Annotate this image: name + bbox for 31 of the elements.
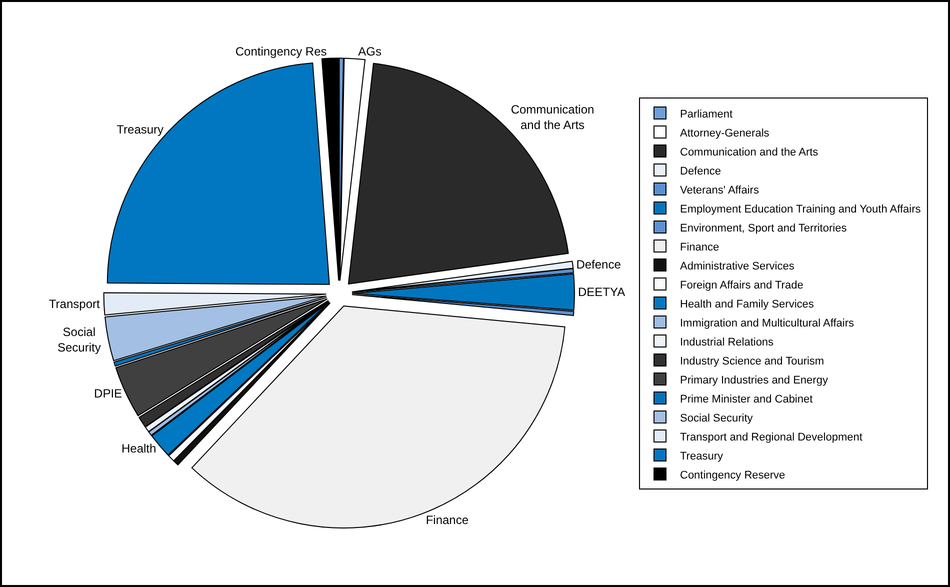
legend-label: Treasury xyxy=(680,450,724,462)
legend-label: Industry Science and Tourism xyxy=(680,355,824,368)
data-label: Social Security xyxy=(57,324,101,354)
data-label: Transport xyxy=(48,296,100,311)
legend-label: Primary Industries and Energy xyxy=(680,374,828,386)
data-label: Communication and the Arts xyxy=(510,102,594,132)
legend-label: Transport and Regional Development xyxy=(680,431,862,444)
data-label: Health xyxy=(121,442,156,456)
legend-label: Social Security xyxy=(680,412,754,424)
legend-label: Administrative Services xyxy=(680,260,795,272)
legend-label: Foreign Affairs and Trade xyxy=(680,279,804,292)
legend-label: Finance xyxy=(680,241,720,254)
legend-label: Veterans' Affairs xyxy=(680,184,760,196)
legend-label: Health and Family Services xyxy=(680,298,814,310)
data-label: DPIE xyxy=(94,386,122,401)
data-label: Treasury xyxy=(116,122,164,137)
legend-label: Attorney-Generals xyxy=(680,127,770,140)
legend-label: Defence xyxy=(680,165,721,178)
legend-label: Prime Minister and Cabinet xyxy=(680,393,813,406)
legend-label: Communication and the Arts xyxy=(680,146,819,158)
data-label: Contingency Res xyxy=(235,44,327,58)
legend-label: Industrial Relations xyxy=(680,336,774,348)
legend-label: Immigration and Multicultural Affairs xyxy=(680,317,855,330)
legend-label: Contingency Reserve xyxy=(680,469,786,482)
legend-label: Employment Education Training and Youth Affairs xyxy=(680,203,922,216)
data-label: Defence xyxy=(576,258,622,272)
legend-label: Environment, Sport and Territories xyxy=(680,222,848,234)
data-label: DEETYA xyxy=(578,285,626,300)
data-label: AGs xyxy=(358,44,382,59)
data-label: Finance xyxy=(426,512,469,527)
legend-label: Parliament xyxy=(680,108,733,120)
